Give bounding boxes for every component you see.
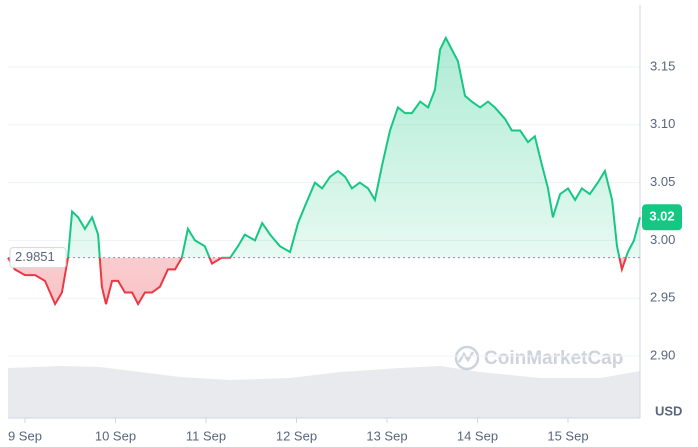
- x-tick-label: 15 Sep: [547, 428, 588, 443]
- price-line-below: [7, 257, 628, 307]
- y-tick-label: 3.00: [650, 232, 675, 247]
- watermark-text: CoinMarketCap: [484, 348, 623, 369]
- watermark: CoinMarketCap: [454, 345, 623, 371]
- area-below: [8, 257, 626, 305]
- baseline-label: 2.9851: [15, 249, 55, 264]
- x-tick-label: 14 Sep: [457, 428, 498, 443]
- baseline-label-box: [9, 247, 67, 269]
- y-tick-label: 3.10: [650, 116, 675, 131]
- unit-label: USD: [655, 403, 682, 418]
- x-tick-label: 12 Sep: [276, 428, 317, 443]
- y-tick-label: 2.90: [650, 348, 675, 363]
- x-tick-label: 10 Sep: [95, 428, 136, 443]
- y-tick-label: 3.05: [650, 174, 675, 189]
- y-tick-label: 3.15: [650, 58, 675, 73]
- volume-area: [8, 366, 640, 418]
- price-line-above: [8, 35, 641, 258]
- x-tick-label: 9 Sep: [8, 428, 42, 443]
- area-above: [8, 37, 640, 258]
- x-tick-label: 11 Sep: [186, 428, 226, 443]
- last-price-box: [642, 204, 682, 231]
- x-tick-label: 13 Sep: [366, 428, 407, 443]
- y-tick-label: 2.95: [650, 290, 675, 305]
- last-price-label: 3.02: [649, 209, 674, 224]
